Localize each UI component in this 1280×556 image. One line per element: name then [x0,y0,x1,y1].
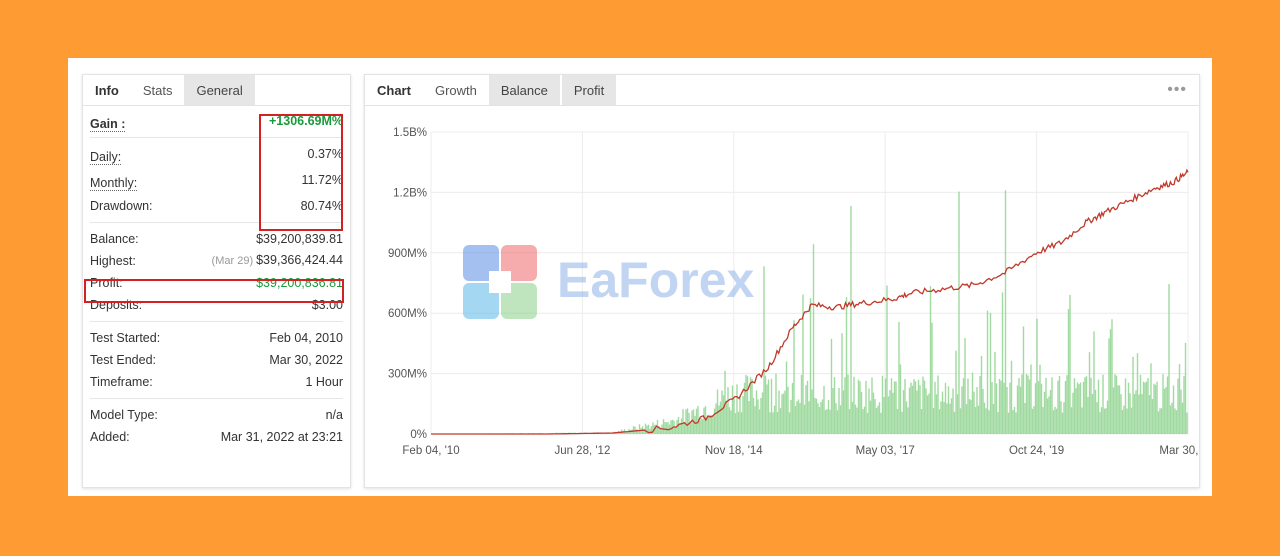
profit-row: Profit: $39,200,836.81 [90,272,343,294]
drawdown-row: Drawdown: 80.74% [90,195,343,217]
monthly-value: 11.72% [301,173,343,187]
plot-area [430,131,1189,435]
x-tick-label: Nov 18, '14 [705,445,763,457]
model-type-value: n/a [325,408,343,422]
highest-value-wrap: (Mar 29) $39,366,424.44 [212,249,343,272]
divider [90,222,343,223]
timeframe-value: 1 Hour [305,375,343,389]
deposits-value: $3.00 [311,298,343,312]
y-tick-label: 0% [410,429,427,441]
tab-stats[interactable]: Stats [142,83,173,98]
growth-line [431,168,1189,435]
stats-body: Gain : +1306.69M% Daily: 0.37% Monthly: … [83,106,350,448]
drawdown-value: 80.74% [300,199,343,213]
test-started-label: Test Started: [90,331,161,345]
timeframe-row: Timeframe: 1 Hour [90,371,343,393]
deposits-row: Deposits: $3.00 [90,294,343,316]
model-type-label: Model Type: [90,408,158,422]
monthly-label[interactable]: Monthly: [90,176,138,191]
y-tick-label: 1.2B% [393,187,427,199]
gain-row: Gain : +1306.69M% [90,108,343,132]
deposits-label: Deposits: [90,298,143,312]
tab-balance[interactable]: Balance [488,75,560,105]
tab-profit[interactable]: Profit [561,75,617,105]
stats-panel: Info Stats General Gain : +1306.69M% Dai… [82,74,351,488]
x-tick-label: Mar 30, '22 [1159,445,1199,457]
y-tick-label: 600M% [388,308,427,320]
y-tick-label: 300M% [388,369,427,381]
highest-row: Highest: (Mar 29) $39,366,424.44 [90,250,343,272]
daily-row: Daily: 0.37% [90,143,343,165]
tab-general[interactable]: General [184,75,255,105]
balance-value: $39,200,839.81 [256,232,343,246]
model-type-row: Model Type: n/a [90,404,343,426]
gain-value: +1306.69M% [268,114,343,128]
chart-tabs: Chart Growth Balance Profit [365,75,1199,106]
test-ended-value: Mar 30, 2022 [269,353,343,367]
x-tick-label: Jun 28, '12 [554,445,610,457]
drawdown-label: Drawdown: [90,199,153,213]
x-tick-label: May 03, '17 [856,445,915,457]
monthly-row: Monthly: 11.72% [90,169,343,191]
y-tick-label: 1.5B% [393,127,427,139]
test-started-value: Feb 04, 2010 [269,331,343,345]
highest-date: (Mar 29) [211,255,254,267]
test-ended-label: Test Ended: [90,353,157,367]
test-started-row: Test Started: Feb 04, 2010 [90,327,343,349]
balance-row: Balance: $39,200,839.81 [90,228,343,250]
stats-tabs: Info Stats General [83,75,350,106]
profit-value: $39,200,836.81 [256,276,343,290]
divider [90,321,343,322]
tab-growth[interactable]: Growth [434,83,477,98]
tab-chart[interactable]: Chart [377,83,411,98]
y-tick-label: 900M% [388,248,427,260]
chart-panel: Chart Growth Balance Profit ••• 0% 300M% 6… [364,74,1200,488]
daily-label[interactable]: Daily: [90,150,122,165]
growth-chart: 0% 300M% 600M% 900M% 1.2B% 1.5B% Feb 04, '10 Ju… [388,127,1199,457]
highest-label: Highest: [90,254,136,268]
divider [90,137,343,138]
x-tick-label: Oct 24, '19 [1009,445,1064,457]
added-label: Added: [90,430,130,444]
more-options-icon[interactable]: ••• [1167,81,1187,98]
daily-value: 0.37% [307,147,343,161]
divider [90,398,343,399]
test-ended-row: Test Ended: Mar 30, 2022 [90,349,343,371]
profit-label: Profit: [90,276,123,290]
balance-label: Balance: [90,232,139,246]
added-value: Mar 31, 2022 at 23:21 [220,430,343,444]
added-row: Added: Mar 31, 2022 at 23:21 [90,426,343,448]
timeframe-label: Timeframe: [90,375,153,389]
highest-value: $39,366,424.44 [256,253,343,267]
tab-info[interactable]: Info [95,83,119,98]
x-tick-label: Feb 04, '10 [402,445,459,457]
gain-label[interactable]: Gain : [90,117,126,132]
